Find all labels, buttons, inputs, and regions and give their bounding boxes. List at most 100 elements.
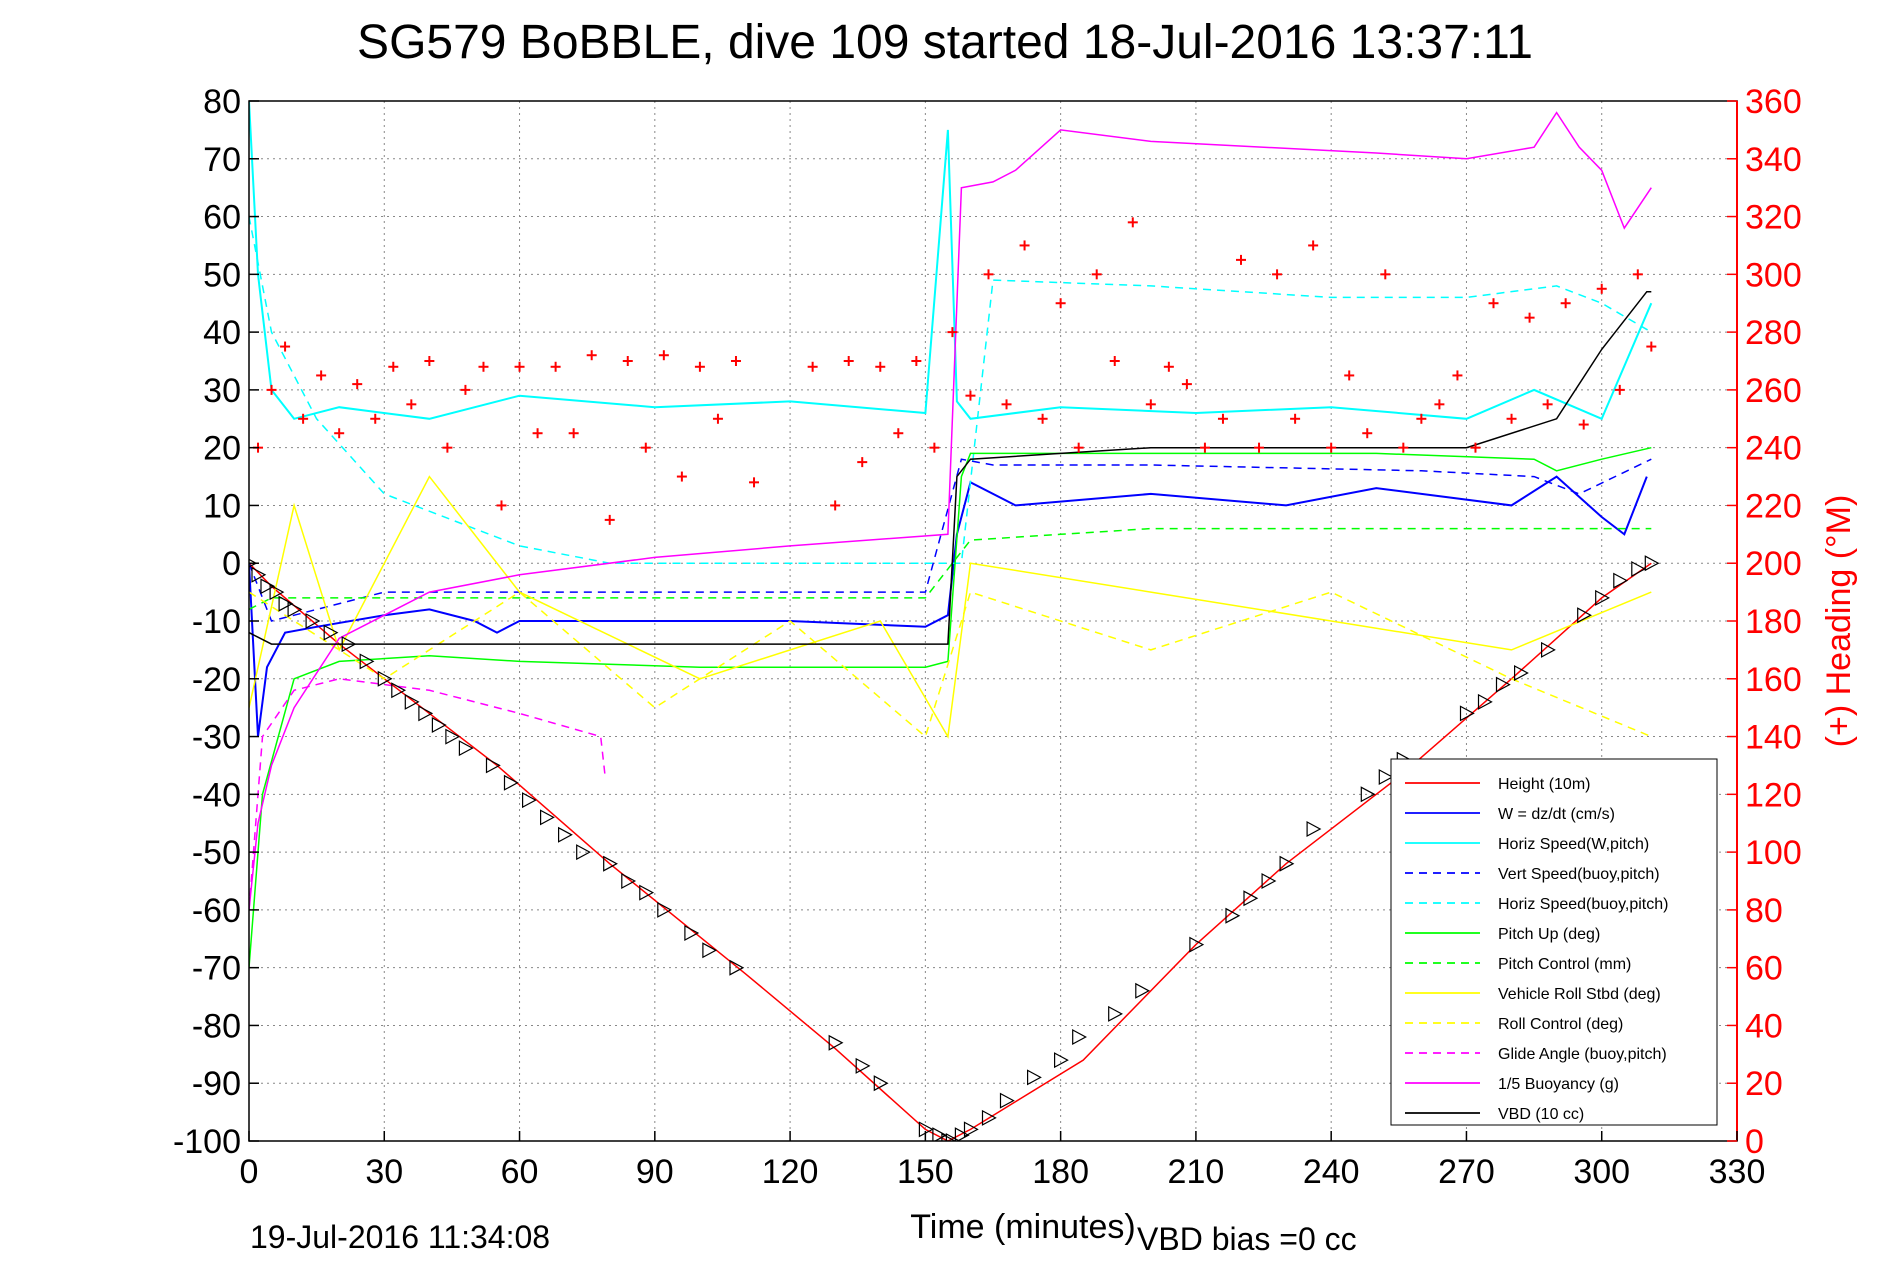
- depth-marker: [684, 924, 700, 942]
- series-line-w: [249, 475, 1648, 737]
- depth-marker: [1495, 676, 1511, 693]
- x-tick-label: 210: [1168, 1153, 1225, 1191]
- depth-marker: [418, 705, 434, 722]
- y2-tick-label: 100: [1745, 834, 1802, 872]
- heading-marker: [730, 356, 741, 366]
- x-axis-ticks: 0 30 60 90 120 150 180 210 240 270 300 330: [240, 1131, 1765, 1191]
- x-tick-label: 120: [762, 1153, 819, 1191]
- y2-axis-label: (+) Heading (°M): [1820, 495, 1858, 748]
- legend-label-glide: Glide Angle (buoy,pitch): [1498, 1046, 1667, 1063]
- heading-marker: [424, 356, 435, 366]
- y2-tick-label: 200: [1745, 545, 1802, 583]
- x-tick-label: 0: [240, 1153, 259, 1191]
- heading-marker: [388, 361, 399, 372]
- depth-marker: [855, 1057, 871, 1074]
- y2-tick-label: 20: [1745, 1065, 1783, 1103]
- depth-marker: [657, 901, 673, 918]
- y-tick-label: 70: [203, 141, 241, 179]
- y2-axis-ticks: 0 20 40 60 80 100 120 140 160 180 200 220 240 260 280 3…: [1727, 83, 1802, 1161]
- depth-marker: [1072, 1028, 1087, 1046]
- depth-marker: [377, 670, 393, 687]
- depth-marker: [941, 1132, 957, 1141]
- depth-marker: [1513, 664, 1529, 682]
- heading-marker: [1091, 269, 1102, 280]
- legend-label-height: Height (10m): [1498, 776, 1590, 793]
- heading-marker: [1362, 428, 1373, 439]
- heading-marker: [1217, 413, 1228, 424]
- legend-box: [1390, 758, 1718, 1126]
- y-tick-label: -40: [192, 776, 241, 814]
- heading-marker: [1398, 442, 1409, 453]
- depth-marker: [359, 653, 375, 670]
- heading-marker: [1344, 370, 1355, 381]
- legend-label-horiz_buoy: Horiz Speed(buoy,pitch): [1498, 896, 1668, 913]
- legend-label-pitch_ctl: Pitch Control (mm): [1498, 956, 1631, 973]
- y2-tick-label: 0: [1745, 1123, 1764, 1161]
- x-tick-label: 150: [897, 1153, 954, 1191]
- y-tick-label: 20: [203, 430, 241, 468]
- depth-marker: [1189, 936, 1205, 953]
- depth-marker: [1261, 872, 1277, 890]
- series-line-vbd: [249, 290, 1652, 645]
- heading-marker: [640, 442, 651, 453]
- y-axis-ticks: -100-90-80-70-60-50-40-30-20-10010203040…: [173, 83, 259, 1161]
- depth-marker: [1225, 907, 1241, 924]
- footer-timestamp: 19-Jul-2016 11:34:08: [250, 1219, 550, 1255]
- heading-marker: [965, 390, 976, 401]
- y2-tick-label: 120: [1745, 776, 1802, 814]
- depth-marker: [1644, 555, 1660, 572]
- depth-marker: [639, 884, 655, 901]
- heading-marker: [1488, 298, 1499, 309]
- heading-marker: [1109, 356, 1120, 366]
- x-tick-label: 180: [1032, 1153, 1089, 1191]
- depth-marker: [999, 1092, 1015, 1109]
- heading-marker: [857, 457, 868, 468]
- heading-marker: [1254, 442, 1265, 453]
- heading-marker: [749, 477, 760, 488]
- heading-marker: [1073, 442, 1084, 453]
- heading-marker: [1578, 419, 1589, 430]
- depth-marker: [1459, 705, 1475, 722]
- depth-marker: [702, 942, 718, 959]
- depth-marker: [1613, 572, 1629, 589]
- y-tick-label: 80: [203, 83, 241, 121]
- depth-marker: [391, 682, 407, 699]
- heading-marker: [460, 384, 471, 395]
- depth-marker: [431, 716, 447, 734]
- x-tick-label: 300: [1573, 1153, 1630, 1191]
- legend-label-horiz_w: Horiz Speed(W,pitch): [1498, 836, 1649, 853]
- heading-marker: [1019, 240, 1030, 251]
- depth-marker: [621, 872, 637, 890]
- y2-tick-label: 220: [1745, 487, 1802, 525]
- y-tick-label: -80: [192, 1007, 241, 1045]
- heading-marker: [1646, 341, 1657, 352]
- heading-marker: [843, 356, 854, 366]
- y2-tick-label: 240: [1745, 430, 1802, 468]
- depth-marker: [521, 792, 537, 809]
- depth-marker: [1540, 641, 1556, 658]
- heading-marker: [1055, 298, 1066, 309]
- heading-marker-group: [253, 217, 1657, 525]
- y2-tick-label: 180: [1745, 603, 1802, 641]
- heading-marker: [1199, 442, 1210, 453]
- heading-marker: [1326, 442, 1337, 453]
- heading-marker: [1416, 413, 1427, 424]
- x-tick-label: 270: [1438, 1153, 1495, 1191]
- depth-marker: [260, 578, 276, 595]
- depth-marker: [1378, 768, 1394, 786]
- series-line-vert_buoy: [249, 458, 1652, 622]
- heading-marker: [1001, 399, 1012, 410]
- depth-marker: [1108, 1005, 1123, 1022]
- y2-tick-label: 80: [1745, 892, 1783, 930]
- legend: Height (10m) W = dz/dt (cm/s) Horiz Speed(…: [1390, 758, 1718, 1126]
- heading-marker: [298, 413, 309, 424]
- heading-marker: [1145, 399, 1156, 410]
- y2-tick-label: 320: [1745, 199, 1802, 237]
- heading-marker: [911, 356, 922, 366]
- y2-tick-label: 340: [1745, 141, 1802, 179]
- series-line-roll_ctl: [249, 591, 1652, 738]
- heading-marker: [1272, 269, 1283, 280]
- depth-marker: [341, 636, 357, 653]
- heading-marker: [658, 350, 669, 361]
- heading-marker: [1037, 413, 1048, 424]
